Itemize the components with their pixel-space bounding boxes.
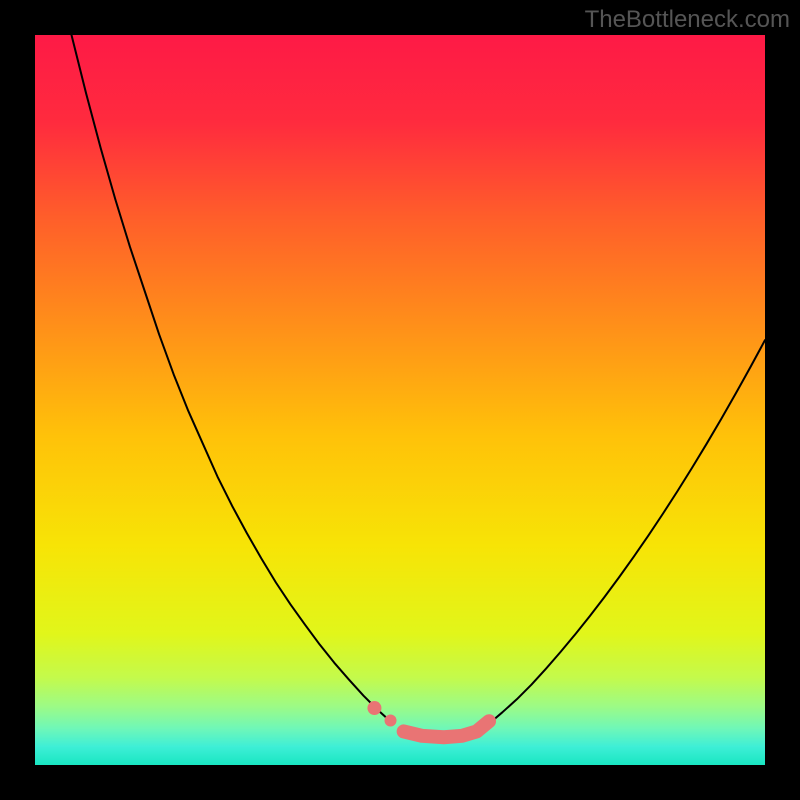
- watermark-text: TheBottleneck.com: [585, 6, 790, 34]
- bottleneck-chart-svg: [0, 0, 800, 800]
- chart-container: TheBottleneck.com: [0, 0, 800, 800]
